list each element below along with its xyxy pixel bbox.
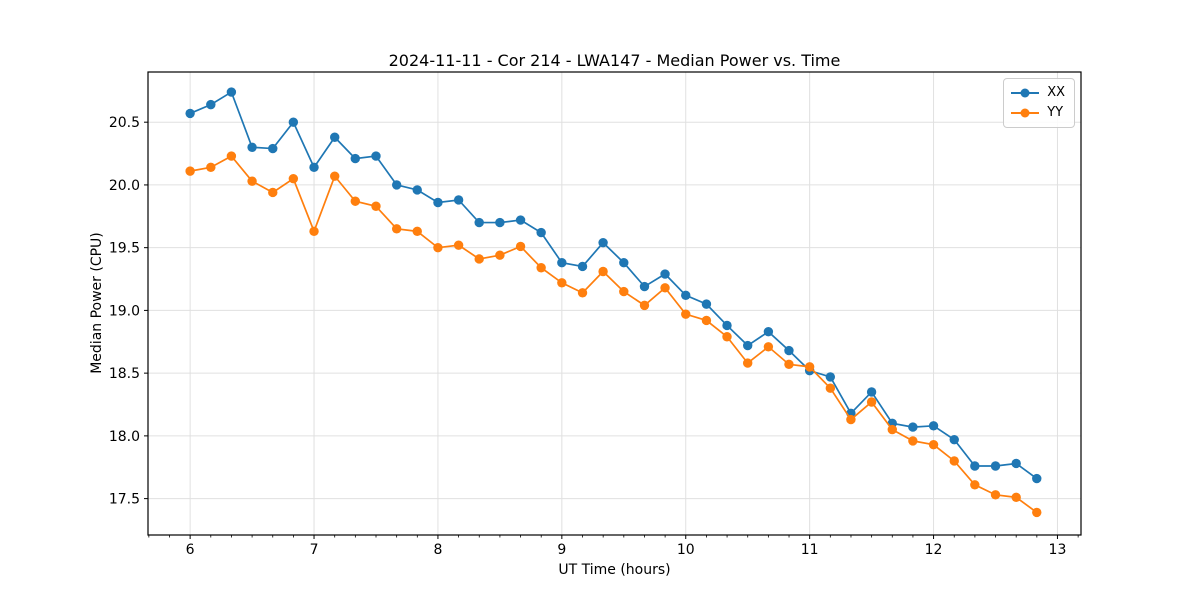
y-tick-label: 18.5 [109, 366, 140, 382]
spines [147, 71, 1082, 536]
y-tick-label: 20.0 [109, 178, 140, 194]
gridlines [148, 72, 1081, 535]
y-tick-label: 19.0 [109, 303, 140, 319]
series-xx [185, 87, 1042, 484]
y-tick-label: 18.0 [109, 429, 140, 445]
legend-item-yy: YY [1011, 103, 1065, 123]
x-tick-label: 6 [186, 542, 195, 558]
x-axis-label: UT Time (hours) [558, 562, 671, 578]
x-tick-label: 12 [925, 542, 943, 558]
plot-border [147, 71, 1082, 536]
x-tick-label: 13 [1049, 542, 1067, 558]
y-tick-label: 20.5 [109, 115, 140, 131]
tick-labels: 6 7 8 9 10 11 12 13 17.5 18.0 18.5 19.0 19.5 20.0 20.5 [109, 115, 1067, 558]
legend-label-xx: XX [1047, 85, 1065, 100]
x-tick-label: 9 [557, 542, 566, 558]
legend: XX YY [1003, 78, 1075, 128]
y-tick-label: 17.5 [109, 492, 140, 508]
x-tick-label: 10 [677, 542, 695, 558]
line-marker-icon [1011, 88, 1040, 98]
legend-label-yy: YY [1047, 105, 1064, 120]
series-yy [185, 151, 1042, 518]
chart-title: 2024-11-11 - Cor 214 - LWA147 - Median P… [388, 51, 841, 70]
x-tick-label: 11 [801, 542, 819, 558]
y-tick-label: 19.5 [109, 241, 140, 257]
legend-item-xx: XX [1011, 83, 1065, 103]
line-marker-icon [1011, 108, 1040, 118]
x-tick-label: 7 [310, 542, 319, 558]
x-tick-label: 8 [433, 542, 442, 558]
